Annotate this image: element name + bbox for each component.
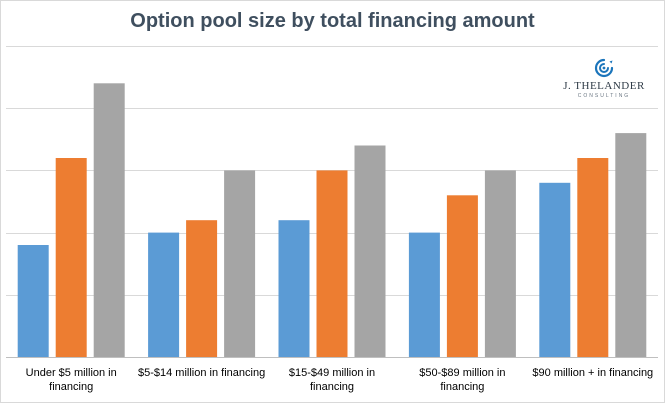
category-labels: Under $5 million in financing $5-$14 milli…: [26, 367, 654, 393]
category-label: $90 million + in financing: [532, 367, 653, 379]
logo-subtitle: CONSULTING: [577, 93, 631, 99]
bar-2-series-0: [278, 220, 310, 357]
bar-0-series-2: [93, 83, 125, 358]
chart-title: Option pool size by total financing amou…: [130, 10, 535, 32]
bar-3-series-2: [484, 170, 516, 357]
bar-2-series-1: [316, 170, 348, 357]
bar-4-series-1: [577, 158, 609, 357]
category-label: financing: [49, 381, 93, 393]
bar-4-series-0: [539, 182, 571, 357]
bar-2-series-2: [354, 145, 386, 357]
bar-1-series-0: [148, 232, 180, 357]
category-label: $15-$49 million in: [289, 367, 375, 379]
logo-name: J. THELANDER: [563, 80, 645, 92]
swirl-icon: [594, 58, 614, 78]
category-label: financing: [310, 381, 354, 393]
bar-3-series-1: [446, 195, 478, 357]
bar-3-series-0: [408, 232, 440, 357]
category-label: Under $5 million in: [26, 367, 117, 379]
bar-0-series-0: [17, 245, 49, 357]
bar-4-series-2: [615, 133, 647, 357]
bar-1-series-1: [186, 220, 218, 357]
bar-0-series-1: [55, 158, 87, 357]
bar-1-series-2: [224, 170, 256, 357]
category-label: $50-$89 million in: [419, 367, 505, 379]
bars: [17, 83, 647, 358]
category-label: $5-$14 million in financing: [138, 367, 265, 379]
category-label: financing: [440, 381, 484, 393]
company-logo: J. THELANDER CONSULTING: [560, 58, 648, 102]
